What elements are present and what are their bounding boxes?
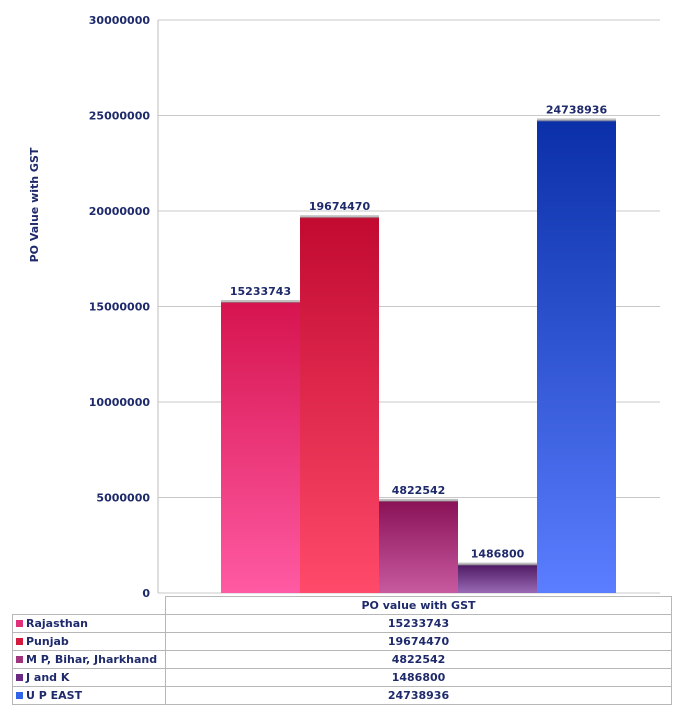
- legend-swatch: [16, 691, 23, 699]
- y-tick-label: 10000000: [89, 396, 151, 409]
- table-corner: [12, 596, 166, 615]
- table-series-cell: M P, Bihar, Jharkhand: [12, 650, 166, 669]
- bar-top-edge: [300, 215, 379, 219]
- y-tick-label: 15000000: [89, 301, 151, 314]
- data-label: 24738936: [546, 103, 608, 116]
- bar-punjab: [300, 217, 379, 593]
- table-category-header: PO value with GST: [165, 596, 672, 615]
- series-name: Rajasthan: [26, 617, 88, 630]
- legend-swatch: [16, 637, 23, 645]
- bar-j-and-k: [458, 564, 537, 593]
- table-series-cell: Rajasthan: [12, 614, 166, 633]
- data-label: 1486800: [471, 548, 525, 561]
- bar-top-edge: [458, 562, 537, 566]
- table-series-cell: U P EAST: [12, 686, 166, 705]
- bar-chart: 0 5000000 10000000 15000000 20000000 25000000…: [28, 14, 660, 600]
- table-row: J and K 1486800: [12, 668, 672, 687]
- data-labels: 15233743 19674470 4822542 1486800 24738936: [230, 103, 608, 560]
- y-tick-label: 5000000: [96, 492, 150, 505]
- y-tick-label: 30000000: [89, 14, 151, 27]
- y-axis-ticks: 0 5000000 10000000 15000000 20000000 25000000…: [89, 14, 151, 600]
- table-value-cell: 4822542: [165, 650, 672, 669]
- data-label: 4822542: [392, 484, 446, 497]
- table-row: M P, Bihar, Jharkhand 4822542: [12, 650, 672, 669]
- table-value-cell: 1486800: [165, 668, 672, 687]
- table-value-cell: 15233743: [165, 614, 672, 633]
- data-table: PO value with GST Rajasthan 15233743 Punja…: [12, 596, 672, 705]
- legend-swatch: [16, 673, 23, 681]
- y-axis-title: PO Value with GST: [28, 147, 41, 262]
- table-series-cell: J and K: [12, 668, 166, 687]
- table-series-cell: Punjab: [12, 632, 166, 651]
- y-tick-label: 20000000: [89, 205, 151, 218]
- series-name: J and K: [26, 671, 70, 684]
- table-row: Rajasthan 15233743: [12, 614, 672, 633]
- y-tick-label: 0: [142, 587, 150, 600]
- bar-top-edge: [537, 118, 616, 122]
- bar-top-edge: [221, 300, 300, 304]
- data-label: 19674470: [309, 200, 371, 213]
- bar-m-p-bihar-jharkhand: [379, 500, 458, 593]
- data-label: 15233743: [230, 285, 291, 298]
- table-value-cell: 19674470: [165, 632, 672, 651]
- series-name: M P, Bihar, Jharkhand: [26, 653, 158, 666]
- table-value-cell: 24738936: [165, 686, 672, 705]
- table-row: Punjab 19674470: [12, 632, 672, 651]
- series-name: U P EAST: [26, 689, 83, 702]
- bar-u-p-east: [537, 120, 616, 593]
- series-name: Punjab: [26, 635, 69, 648]
- legend-swatch: [16, 619, 23, 627]
- y-tick-label: 25000000: [89, 110, 151, 123]
- table-row: U P EAST 24738936: [12, 686, 672, 705]
- legend-swatch: [16, 655, 23, 663]
- table-header-row: PO value with GST: [12, 596, 672, 615]
- bar-rajasthan: [221, 302, 300, 593]
- bars: [221, 118, 616, 593]
- bar-top-edge: [379, 498, 458, 502]
